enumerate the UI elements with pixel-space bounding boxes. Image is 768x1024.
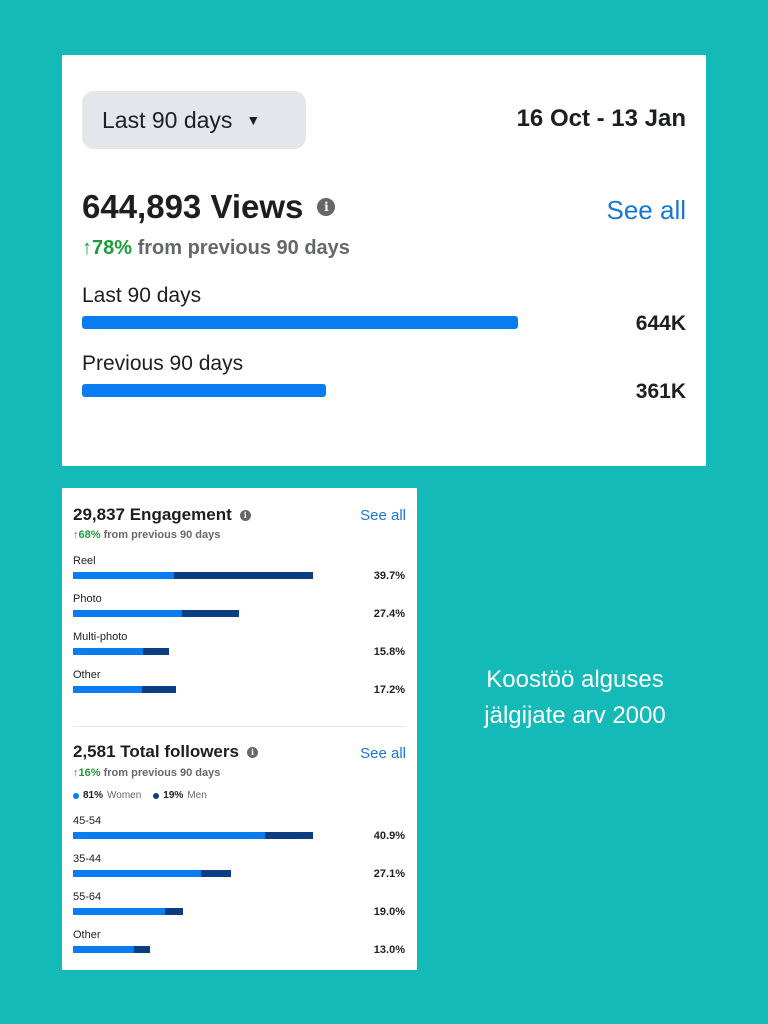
views-row-value: 644K bbox=[635, 312, 686, 335]
bar-segment-primary bbox=[73, 610, 183, 617]
bar-segment-secondary bbox=[142, 686, 177, 693]
info-icon[interactable]: i bbox=[317, 198, 336, 216]
legend-men: 19% Men bbox=[153, 790, 207, 801]
bar-segment-primary bbox=[73, 946, 134, 953]
legend-women: 81% Women bbox=[73, 790, 141, 801]
views-row-value: 361K bbox=[635, 380, 686, 403]
views-change-text: from previous 90 days bbox=[137, 237, 350, 259]
followers-row-label: 55-64 bbox=[73, 891, 102, 903]
engagement-row-value: 15.8% bbox=[373, 646, 405, 658]
followers-change-text: from previous 90 days bbox=[103, 767, 221, 779]
info-icon[interactable]: i bbox=[239, 509, 251, 521]
bar-segment-secondary bbox=[201, 870, 232, 877]
engagement-row-value: 27.4% bbox=[373, 608, 405, 620]
followers-change: ↑16% from previous 90 days bbox=[73, 767, 220, 779]
caret-down-icon: ▼ bbox=[246, 112, 261, 128]
bar-segment-secondary bbox=[182, 610, 239, 617]
followers-bar bbox=[73, 870, 313, 877]
bar-segment-primary bbox=[73, 832, 265, 839]
engagement-change-text: from previous 90 days bbox=[103, 529, 221, 541]
followers-row-value: 40.9% bbox=[373, 830, 405, 842]
bar-segment-primary bbox=[73, 648, 144, 655]
legend-women-label: Women bbox=[107, 790, 142, 801]
engagement-bar bbox=[73, 572, 313, 579]
engagement-row-label: Other bbox=[73, 669, 101, 681]
followers-change-pct: ↑16% bbox=[73, 767, 101, 779]
views-total-label: 644,893 Views bbox=[82, 188, 304, 225]
views-change: ↑78% from previous 90 days bbox=[82, 237, 350, 260]
followers-title: 2,581 Total followers i bbox=[73, 742, 258, 762]
legend-men-pct: 19% bbox=[163, 790, 184, 801]
engagement-row-value: 17.2% bbox=[373, 684, 405, 696]
views-see-all-link[interactable]: See all bbox=[606, 195, 687, 225]
bar-segment-secondary bbox=[164, 908, 184, 915]
legend-dot-icon bbox=[73, 792, 79, 799]
engagement-row-value: 39.7% bbox=[373, 570, 405, 582]
engagement-change-pct: ↑68% bbox=[73, 529, 101, 541]
bar-segment-primary bbox=[73, 870, 202, 877]
views-change-pct: ↑78% bbox=[82, 237, 133, 259]
views-row-label: Previous 90 days bbox=[82, 352, 244, 375]
followers-row-value: 19.0% bbox=[373, 906, 405, 918]
engagement-title-label: 29,837 Engagement bbox=[73, 505, 232, 524]
caption-line: Koostöö alguses bbox=[486, 666, 664, 693]
legend-women-pct: 81% bbox=[83, 790, 104, 801]
views-row-label: Last 90 days bbox=[82, 284, 202, 307]
gender-legend: 81% Women 19% Men bbox=[73, 790, 219, 801]
followers-title-label: 2,581 Total followers bbox=[73, 742, 239, 761]
followers-bar bbox=[73, 832, 313, 839]
engagement-bar bbox=[73, 648, 313, 655]
info-icon[interactable]: i bbox=[246, 746, 258, 758]
bar-segment-primary bbox=[73, 908, 165, 915]
followers-row-label: 35-44 bbox=[73, 853, 102, 865]
date-range-dropdown[interactable]: Last 90 days ▼ bbox=[82, 91, 306, 149]
bar-segment-secondary bbox=[133, 946, 150, 953]
followers-bar bbox=[73, 946, 313, 953]
views-card: Last 90 days ▼ 16 Oct - 13 Jan 644,893 V… bbox=[62, 55, 706, 466]
engagement-see-all-link[interactable]: See all bbox=[360, 507, 406, 524]
views-bar-fill bbox=[82, 384, 327, 397]
engagement-bar bbox=[73, 610, 313, 617]
followers-row-value: 13.0% bbox=[373, 944, 405, 956]
caption-line: jälgijate arv 2000 bbox=[484, 702, 666, 729]
followers-see-all-link[interactable]: See all bbox=[360, 745, 406, 762]
legend-men-label: Men bbox=[187, 790, 207, 801]
date-range-text: 16 Oct - 13 Jan bbox=[516, 105, 686, 132]
followers-row-label: 45-54 bbox=[73, 815, 102, 827]
engagement-followers-card: 29,837 Engagement i See all ↑68% from pr… bbox=[62, 488, 417, 970]
followers-row-label: Other bbox=[73, 929, 101, 941]
bar-segment-primary bbox=[73, 572, 174, 579]
views-bar-track bbox=[82, 384, 518, 397]
engagement-title: 29,837 Engagement i bbox=[73, 505, 251, 525]
followers-row-value: 27.1% bbox=[373, 868, 405, 880]
bar-segment-secondary bbox=[143, 648, 169, 655]
views-bar-track bbox=[82, 316, 518, 329]
followers-bar bbox=[73, 908, 313, 915]
section-divider bbox=[73, 726, 406, 727]
legend-dot-icon bbox=[153, 792, 160, 799]
bar-segment-secondary bbox=[265, 832, 313, 839]
views-total-title: 644,893 Views i bbox=[82, 188, 336, 226]
engagement-row-label: Photo bbox=[73, 593, 102, 605]
views-bar-fill bbox=[82, 316, 518, 329]
engagement-row-label: Reel bbox=[73, 555, 96, 567]
engagement-change: ↑68% from previous 90 days bbox=[73, 529, 220, 541]
caption-text: Koostöö alguses jälgijate arv 2000 bbox=[455, 662, 695, 734]
engagement-bar bbox=[73, 686, 313, 693]
bar-segment-primary bbox=[73, 686, 143, 693]
date-range-dropdown-label: Last 90 days bbox=[102, 106, 233, 133]
engagement-row-label: Multi-photo bbox=[73, 631, 128, 643]
bar-segment-secondary bbox=[173, 572, 313, 579]
